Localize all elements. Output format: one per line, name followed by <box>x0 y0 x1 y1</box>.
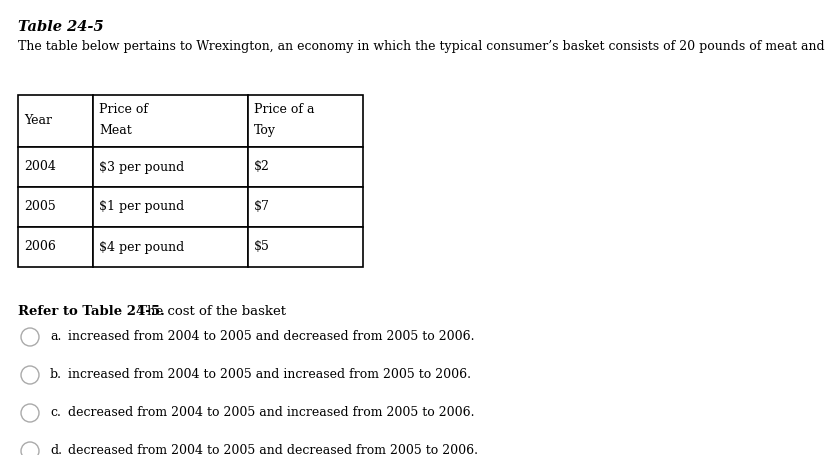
Text: decreased from 2004 to 2005 and increased from 2005 to 2006.: decreased from 2004 to 2005 and increase… <box>68 406 474 420</box>
Text: decreased from 2004 to 2005 and decreased from 2005 to 2006.: decreased from 2004 to 2005 and decrease… <box>68 445 478 455</box>
Text: Toy: Toy <box>253 124 276 137</box>
Text: $4 per pound: $4 per pound <box>99 241 184 253</box>
Text: Table 24-5: Table 24-5 <box>18 20 104 34</box>
Text: $1 per pound: $1 per pound <box>99 201 184 213</box>
Text: Price of a: Price of a <box>253 103 314 116</box>
FancyBboxPatch shape <box>18 227 93 267</box>
Text: $7: $7 <box>253 201 270 213</box>
FancyBboxPatch shape <box>93 95 248 147</box>
Text: d.: d. <box>50 445 62 455</box>
FancyBboxPatch shape <box>248 187 363 227</box>
Text: 2005: 2005 <box>24 201 55 213</box>
Text: $3 per pound: $3 per pound <box>99 161 184 173</box>
FancyBboxPatch shape <box>248 147 363 187</box>
FancyBboxPatch shape <box>93 227 248 267</box>
Text: increased from 2004 to 2005 and decreased from 2005 to 2006.: increased from 2004 to 2005 and decrease… <box>68 330 474 344</box>
Text: 2004: 2004 <box>24 161 55 173</box>
Text: The table below pertains to Wrexington, an economy in which the typical consumer: The table below pertains to Wrexington, … <box>18 40 828 53</box>
FancyBboxPatch shape <box>93 147 248 187</box>
Text: c.: c. <box>50 406 60 420</box>
Text: a.: a. <box>50 330 61 344</box>
Text: 2006: 2006 <box>24 241 55 253</box>
Text: Year: Year <box>24 115 52 127</box>
Text: $5: $5 <box>253 241 270 253</box>
Text: Refer to Table 24-5.: Refer to Table 24-5. <box>18 305 165 318</box>
FancyBboxPatch shape <box>248 227 363 267</box>
FancyBboxPatch shape <box>248 95 363 147</box>
FancyBboxPatch shape <box>18 187 93 227</box>
Text: Meat: Meat <box>99 124 132 137</box>
Text: Price of: Price of <box>99 103 148 116</box>
FancyBboxPatch shape <box>18 95 93 147</box>
FancyBboxPatch shape <box>93 187 248 227</box>
Text: $2: $2 <box>253 161 270 173</box>
Text: The cost of the basket: The cost of the basket <box>134 305 286 318</box>
Text: increased from 2004 to 2005 and increased from 2005 to 2006.: increased from 2004 to 2005 and increase… <box>68 369 470 381</box>
Text: b.: b. <box>50 369 62 381</box>
FancyBboxPatch shape <box>18 147 93 187</box>
